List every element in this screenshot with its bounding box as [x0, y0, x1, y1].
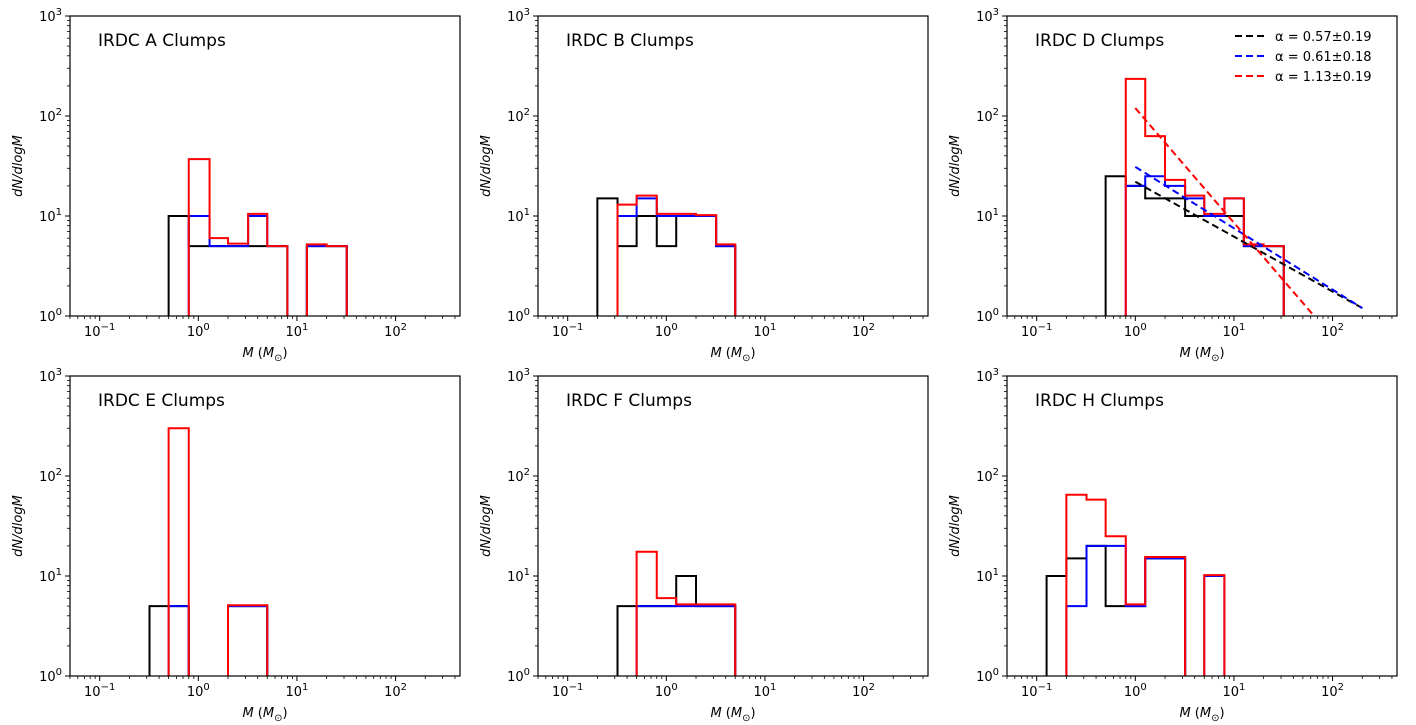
- y-tick-label: 103: [507, 7, 530, 25]
- y-tick-label: 101: [976, 567, 999, 585]
- x-tick-label: 100: [187, 682, 210, 700]
- y-tick-label: 102: [507, 107, 530, 125]
- x-tick-label: 100: [187, 322, 210, 340]
- histogram-series-3: [618, 196, 736, 316]
- histogram-series-2: [618, 198, 736, 316]
- fit-line-3: [1135, 108, 1314, 316]
- y-tick-label: 100: [507, 667, 530, 685]
- histogram-series-1: [169, 216, 347, 316]
- x-tick-label: 101: [753, 322, 776, 340]
- panel-title: IRDC B Clumps: [566, 31, 694, 51]
- panel-irdc-h: 10−1 100 101 102 100 101 102 103 M (M⊙) dN/dlogM I…: [948, 367, 1397, 724]
- y-tick-label: 103: [39, 7, 62, 25]
- y-tick-label: 100: [507, 307, 530, 325]
- x-tick-label: 101: [285, 682, 308, 700]
- x-tick-label: 101: [1222, 682, 1245, 700]
- x-tick-label: 10−1: [1021, 682, 1052, 700]
- x-tick-label: 101: [1222, 322, 1245, 340]
- y-tick-label: 102: [39, 107, 62, 125]
- fit-line-2: [1135, 167, 1362, 308]
- plot-area: [150, 428, 268, 676]
- x-tick-label: 102: [1321, 682, 1344, 700]
- histogram-series-3: [637, 552, 736, 676]
- plot-area: [1106, 79, 1363, 316]
- panel-irdc-f: 10−1 100 101 102 100 101 102 103 M (M⊙) dN/dlogM I…: [479, 367, 928, 724]
- panel-title: IRDC E Clumps: [98, 391, 225, 411]
- histogram-series-3: [1066, 495, 1224, 676]
- x-axis-label: M (M⊙): [1179, 346, 1224, 364]
- panel-irdc-d: 10−1 100 101 102 100 101 102 103 M (M⊙) dN/dlogM I…: [948, 7, 1397, 364]
- y-axis-label: dN/dlogM: [479, 495, 494, 557]
- y-tick-label: 102: [507, 467, 530, 485]
- x-axis-label: M (M⊙): [242, 346, 287, 364]
- panel-irdc-b: 10−1 100 101 102 100 101 102 103 M (M⊙) dN/dlogM I…: [479, 7, 928, 364]
- y-tick-label: 100: [39, 307, 62, 325]
- histogram-series-3: [189, 159, 347, 316]
- axes-frame: [538, 376, 928, 676]
- y-tick-label: 101: [39, 207, 62, 225]
- x-tick-label: 100: [1124, 682, 1147, 700]
- axes-frame: [70, 16, 460, 316]
- x-tick-label: 102: [384, 682, 407, 700]
- y-tick-label: 101: [507, 567, 530, 585]
- x-tick-label: 102: [1321, 322, 1344, 340]
- x-tick-label: 10−1: [1021, 322, 1052, 340]
- panel-title: IRDC A Clumps: [98, 31, 226, 51]
- x-tick-label: 10−1: [84, 682, 115, 700]
- y-tick-label: 102: [976, 107, 999, 125]
- plot-area: [618, 552, 736, 676]
- y-tick-label: 103: [976, 7, 999, 25]
- y-tick-label: 101: [39, 567, 62, 585]
- panel-title: IRDC D Clumps: [1035, 31, 1164, 51]
- x-tick-label: 100: [655, 322, 678, 340]
- y-tick-label: 103: [976, 367, 999, 385]
- legend-label: α = 0.57±0.19: [1275, 30, 1372, 45]
- y-axis-label: dN/dlogM: [948, 135, 963, 197]
- x-tick-label: 10−1: [552, 322, 583, 340]
- y-axis-label: dN/dlogM: [11, 135, 26, 197]
- histogram-series-2: [637, 606, 736, 676]
- y-axis-label: dN/dlogM: [11, 495, 26, 557]
- x-tick-label: 102: [852, 322, 875, 340]
- x-axis-label: M (M⊙): [710, 706, 755, 724]
- axes-frame: [70, 376, 460, 676]
- panel-title: IRDC F Clumps: [566, 391, 692, 411]
- y-tick-label: 103: [39, 367, 62, 385]
- y-tick-label: 101: [507, 207, 530, 225]
- plot-area: [169, 159, 347, 316]
- histogram-series-2: [169, 606, 268, 676]
- y-tick-label: 100: [976, 667, 999, 685]
- legend: α = 0.57±0.19 α = 0.61±0.18 α = 1.13±0.19: [1235, 30, 1372, 85]
- x-tick-label: 102: [384, 322, 407, 340]
- x-tick-label: 100: [655, 682, 678, 700]
- x-tick-label: 10−1: [84, 322, 115, 340]
- x-tick-label: 100: [1124, 322, 1147, 340]
- plot-area: [1047, 495, 1225, 676]
- histogram-series-1: [150, 606, 268, 676]
- plot-area: [597, 196, 735, 316]
- y-tick-label: 102: [976, 467, 999, 485]
- x-axis-label: M (M⊙): [710, 346, 755, 364]
- histogram-series-3: [169, 428, 268, 676]
- y-tick-label: 100: [39, 667, 62, 685]
- y-tick-label: 102: [39, 467, 62, 485]
- y-tick-label: 100: [976, 307, 999, 325]
- legend-label: α = 1.13±0.19: [1275, 70, 1372, 85]
- panel-irdc-e: 10−1 100 101 102 100 101 102 103 M (M⊙) dN/dlogM I…: [11, 367, 460, 724]
- y-axis-label: dN/dlogM: [948, 495, 963, 557]
- histogram-series-1: [618, 576, 736, 676]
- x-tick-label: 101: [285, 322, 308, 340]
- y-axis-label: dN/dlogM: [479, 135, 494, 197]
- y-tick-label: 103: [507, 367, 530, 385]
- x-tick-label: 102: [852, 682, 875, 700]
- y-tick-label: 101: [976, 207, 999, 225]
- x-tick-label: 10−1: [552, 682, 583, 700]
- x-axis-label: M (M⊙): [242, 706, 287, 724]
- panel-title: IRDC H Clumps: [1035, 391, 1164, 411]
- x-tick-label: 101: [753, 682, 776, 700]
- x-axis-label: M (M⊙): [1179, 706, 1224, 724]
- panel-irdc-a: 10−1 100 101 102 100 101 102 103 M (M⊙) dN/dlogM I…: [11, 7, 460, 364]
- legend-label: α = 0.61±0.18: [1275, 50, 1372, 65]
